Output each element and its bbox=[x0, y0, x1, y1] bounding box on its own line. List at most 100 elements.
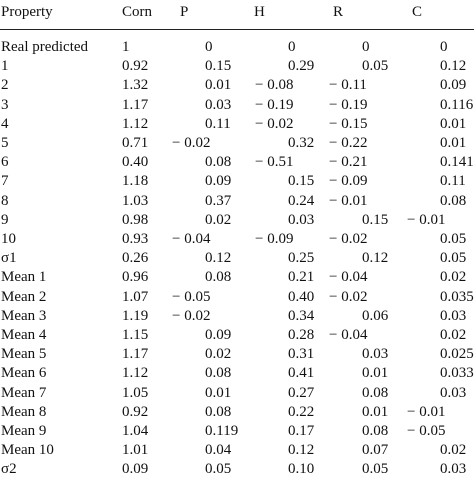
cell-value: 0.40 bbox=[122, 154, 149, 171]
cell-value: 0.02 bbox=[440, 442, 467, 459]
cell-value: 0.01 bbox=[362, 365, 389, 382]
cell-value: 0.02 bbox=[205, 211, 232, 228]
cell-value: 0.71 bbox=[122, 135, 149, 151]
cell-value: 0.09 bbox=[440, 77, 467, 94]
cell-value: − 0.05 bbox=[407, 423, 446, 439]
cell-value: 1.17 bbox=[122, 346, 149, 363]
cell-value: 0.22 bbox=[288, 403, 315, 420]
cell-value: 0.03 bbox=[440, 307, 467, 324]
cell-value: 0.09 bbox=[122, 461, 149, 478]
cell-value: 0.09 bbox=[205, 173, 232, 190]
cell-value: 0.31 bbox=[288, 346, 315, 363]
cell-value: 0.12 bbox=[288, 442, 315, 459]
cell-value: 0.98 bbox=[122, 211, 149, 228]
row-label: Mean 7 bbox=[1, 384, 47, 401]
row-label: Mean 3 bbox=[1, 307, 47, 324]
cell-value: − 0.15 bbox=[329, 115, 368, 132]
row-label: σ2 bbox=[1, 461, 17, 478]
cell-value: 0 bbox=[440, 39, 448, 55]
cell-value: 0.08 bbox=[205, 154, 232, 171]
cell-value: 0.01 bbox=[205, 77, 232, 94]
cell-value: 1.32 bbox=[122, 77, 149, 94]
cell-value: 0.41 bbox=[288, 365, 315, 382]
cell-value: − 0.19 bbox=[329, 96, 368, 113]
cell-value: 0.11 bbox=[205, 115, 231, 132]
cell-value: 0.34 bbox=[288, 307, 315, 324]
row-label: 5 bbox=[1, 135, 9, 151]
cell-value: 0.08 bbox=[362, 384, 389, 401]
cell-value: 0.29 bbox=[288, 58, 315, 75]
cell-value: 1.03 bbox=[122, 192, 149, 209]
cell-value: 0.01 bbox=[440, 115, 467, 132]
cell-value: 0.04 bbox=[205, 442, 232, 459]
column-header: Corn bbox=[122, 4, 152, 20]
cell-value: 0.03 bbox=[288, 211, 315, 228]
cell-value: 1.04 bbox=[122, 423, 149, 439]
cell-value: 0.08 bbox=[362, 423, 389, 439]
cell-value: 0.141 bbox=[440, 154, 474, 171]
cell-value: 0.08 bbox=[440, 192, 467, 209]
cell-value: 1.17 bbox=[122, 96, 149, 113]
row-label: Mean 10 bbox=[1, 442, 54, 459]
cell-value: 0.32 bbox=[288, 135, 315, 151]
cell-value: − 0.01 bbox=[407, 211, 446, 228]
cell-value: 0.01 bbox=[440, 135, 467, 151]
cell-value: 0.25 bbox=[288, 250, 315, 267]
cell-value: − 0.01 bbox=[329, 192, 368, 209]
column-header: Property bbox=[1, 4, 53, 20]
cell-value: 1.12 bbox=[122, 365, 149, 382]
cell-value: 0 bbox=[288, 39, 296, 55]
row-label: Mean 1 bbox=[1, 269, 47, 286]
cell-value: 0.035 bbox=[440, 288, 474, 305]
cell-value: 0.15 bbox=[288, 173, 315, 190]
cell-value: 1.15 bbox=[122, 327, 149, 343]
cell-value: 0.07 bbox=[362, 442, 389, 459]
cell-value: − 0.08 bbox=[255, 77, 294, 94]
row-label: 6 bbox=[1, 154, 9, 171]
cell-value: 0.116 bbox=[440, 96, 474, 113]
row-label: 1 bbox=[1, 58, 9, 75]
cell-value: 0.09 bbox=[205, 327, 232, 343]
cell-value: 0.05 bbox=[440, 250, 467, 267]
cell-value: − 0.21 bbox=[329, 154, 368, 171]
cell-value: 0.40 bbox=[288, 288, 315, 305]
row-label: 7 bbox=[1, 173, 9, 190]
cell-value: 1.01 bbox=[122, 442, 149, 459]
row-label: Mean 2 bbox=[1, 288, 47, 305]
row-label: Mean 8 bbox=[1, 403, 47, 420]
cell-value: 0.02 bbox=[440, 327, 467, 343]
cell-value: − 0.11 bbox=[329, 77, 367, 94]
cell-value: 0.11 bbox=[440, 173, 466, 190]
cell-value: − 0.09 bbox=[255, 231, 294, 247]
cell-value: 0.96 bbox=[122, 269, 149, 286]
cell-value: 0.08 bbox=[205, 269, 232, 286]
column-header: P bbox=[180, 4, 189, 20]
cell-value: 1.12 bbox=[122, 115, 149, 132]
column-header: R bbox=[333, 4, 344, 20]
row-label: 8 bbox=[1, 192, 9, 209]
row-label: 3 bbox=[1, 96, 9, 113]
cell-value: 0.08 bbox=[205, 365, 232, 382]
row-label: Mean 5 bbox=[1, 346, 47, 363]
cell-value: 1.18 bbox=[122, 173, 149, 190]
cell-value: 0.27 bbox=[288, 384, 315, 401]
cell-value: 0.06 bbox=[362, 307, 389, 324]
cell-value: 0.15 bbox=[362, 211, 389, 228]
cell-value: 0.15 bbox=[205, 58, 232, 75]
cell-value: 0 bbox=[362, 39, 370, 55]
cell-value: 0.02 bbox=[440, 269, 467, 286]
cell-value: 0.12 bbox=[362, 250, 389, 267]
cell-value: 0.119 bbox=[205, 423, 239, 439]
cell-value: − 0.02 bbox=[329, 231, 368, 247]
cell-value: − 0.51 bbox=[255, 154, 294, 171]
row-label: σ1 bbox=[1, 250, 17, 267]
cell-value: 0.28 bbox=[288, 327, 315, 343]
row-label: 9 bbox=[1, 211, 9, 228]
cell-value: 0.92 bbox=[122, 58, 149, 75]
cell-value: 0.05 bbox=[440, 231, 467, 247]
cell-value: − 0.04 bbox=[172, 231, 211, 247]
row-label: Real predicted bbox=[1, 39, 89, 55]
cell-value: 0.033 bbox=[440, 365, 474, 382]
cell-value: − 0.05 bbox=[172, 288, 211, 305]
cell-value: 0.17 bbox=[288, 423, 315, 439]
